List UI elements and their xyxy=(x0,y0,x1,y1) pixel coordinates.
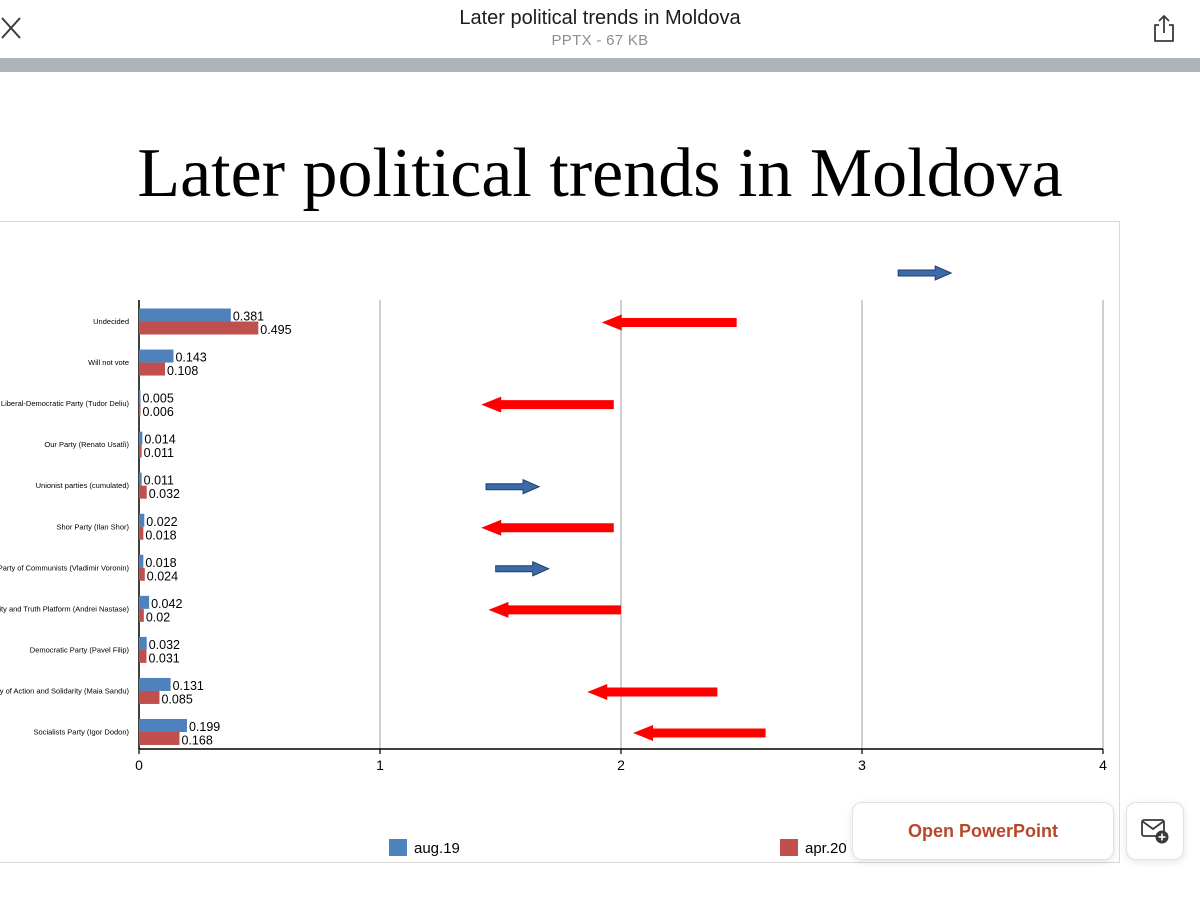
data-label: 0.031 xyxy=(148,651,179,665)
slide-title: Later political trends in Moldova xyxy=(137,135,1063,212)
category-label: Liberal-Democratic Party (Tudor Deliu) xyxy=(1,399,130,408)
data-label: 0.014 xyxy=(144,433,175,447)
category-label: Unionist parties (cumulated) xyxy=(36,481,130,490)
data-label: 0.495 xyxy=(260,323,291,337)
bar-aug.19 xyxy=(139,431,143,445)
data-label: 0.022 xyxy=(146,515,177,529)
bar-apr.20 xyxy=(139,649,147,663)
slide-top-divider xyxy=(0,58,1200,72)
bar-apr.20 xyxy=(139,690,160,704)
bar-aug.19 xyxy=(139,472,142,486)
top-bar: Later political trends in Moldova PPTX -… xyxy=(0,0,1200,58)
bar-aug.19 xyxy=(139,636,147,650)
data-label: 0.042 xyxy=(151,597,182,611)
document-subtitle: PPTX - 67 KB xyxy=(551,32,649,49)
x-tick-label: 2 xyxy=(617,757,625,773)
red-left-arrow xyxy=(633,725,766,741)
data-label: 0.108 xyxy=(167,364,198,378)
x-tick-label: 1 xyxy=(376,757,384,773)
x-tick-label: 3 xyxy=(858,757,866,773)
blue-right-arrow xyxy=(897,265,953,281)
mail-add-icon xyxy=(1141,819,1169,844)
data-label: 0.032 xyxy=(149,487,180,501)
data-label: 0.085 xyxy=(161,692,192,706)
open-powerpoint-label: Open PowerPoint xyxy=(907,820,1058,841)
bar-apr.20 xyxy=(139,485,147,499)
category-label: Our Party (Renato Usatîi) xyxy=(44,440,129,449)
data-label: 0.381 xyxy=(233,310,264,324)
x-tick-label: 4 xyxy=(1099,757,1107,773)
category-label: Democratic Party (Pavel Filip) xyxy=(30,645,130,654)
data-label: 0.018 xyxy=(145,528,176,542)
category-label: Undecided xyxy=(93,317,129,326)
mail-button[interactable] xyxy=(1126,802,1184,860)
bar-aug.19 xyxy=(139,308,231,322)
red-left-arrow xyxy=(601,314,737,331)
blue-right-arrow xyxy=(495,561,550,577)
red-left-arrow xyxy=(481,519,614,536)
red-left-arrow xyxy=(481,396,614,413)
bar-aug.19 xyxy=(139,390,141,404)
close-button[interactable] xyxy=(0,15,24,41)
bar-apr.20 xyxy=(139,732,180,745)
share-icon xyxy=(1154,15,1174,42)
data-label: 0.024 xyxy=(147,569,178,583)
data-label: 0.005 xyxy=(143,392,174,406)
bar-apr.20 xyxy=(139,567,145,581)
legend-swatch-apr.20 xyxy=(780,839,798,856)
bar-apr.20 xyxy=(139,362,166,376)
bar-apr.20 xyxy=(139,444,142,458)
bar-aug.19 xyxy=(139,719,187,732)
data-label: 0.131 xyxy=(173,679,204,693)
blue-right-arrow xyxy=(485,478,541,495)
data-label: 0.032 xyxy=(149,638,180,652)
close-icon xyxy=(1,17,21,39)
bar-apr.20 xyxy=(139,526,144,540)
data-label: 0.02 xyxy=(146,610,170,624)
bar-aug.19 xyxy=(139,513,145,527)
bar-aug.19 xyxy=(139,554,144,568)
red-left-arrow xyxy=(488,601,621,618)
data-label: 0.018 xyxy=(145,556,176,570)
x-tick-label: 0 xyxy=(135,757,143,773)
category-label: Party of Communists (Vladimir Voronin) xyxy=(0,563,129,572)
category-label: Shor Party (Ilan Shor) xyxy=(56,522,129,531)
category-label: Party of Action and Solidarity (Maia San… xyxy=(0,686,129,695)
data-label: 0.143 xyxy=(175,351,206,365)
red-left-arrow xyxy=(587,683,718,700)
open-powerpoint-button[interactable]: Open PowerPoint xyxy=(852,802,1114,860)
document-title: Later political trends in Moldova xyxy=(459,7,741,29)
legend-label: apr.20 xyxy=(805,840,847,857)
bar-aug.19 xyxy=(139,677,171,691)
legend-label: aug.19 xyxy=(414,840,460,857)
bar-aug.19 xyxy=(139,595,150,609)
data-label: 0.011 xyxy=(144,474,174,488)
bar-aug.19 xyxy=(139,349,174,363)
bar-apr.20 xyxy=(139,403,141,417)
chart-frame: 0 1 2 3 4 Undecided 0.381 0.495 Will not vote 0.1… xyxy=(0,221,1120,863)
share-button[interactable] xyxy=(1150,14,1178,44)
bar-apr.20 xyxy=(139,321,259,335)
legend-swatch-aug.19 xyxy=(389,839,407,856)
category-label: Dignity and Truth Platform (Andrei Nasta… xyxy=(0,604,129,613)
data-label: 0.006 xyxy=(143,405,174,419)
bar-apr.20 xyxy=(139,608,144,622)
category-label: Will not vote xyxy=(88,358,129,367)
category-label: Socialists Party (Igor Dodon) xyxy=(34,728,130,737)
data-label: 0.199 xyxy=(189,720,220,734)
data-label: 0.168 xyxy=(181,734,212,748)
data-label: 0.011 xyxy=(144,446,174,460)
